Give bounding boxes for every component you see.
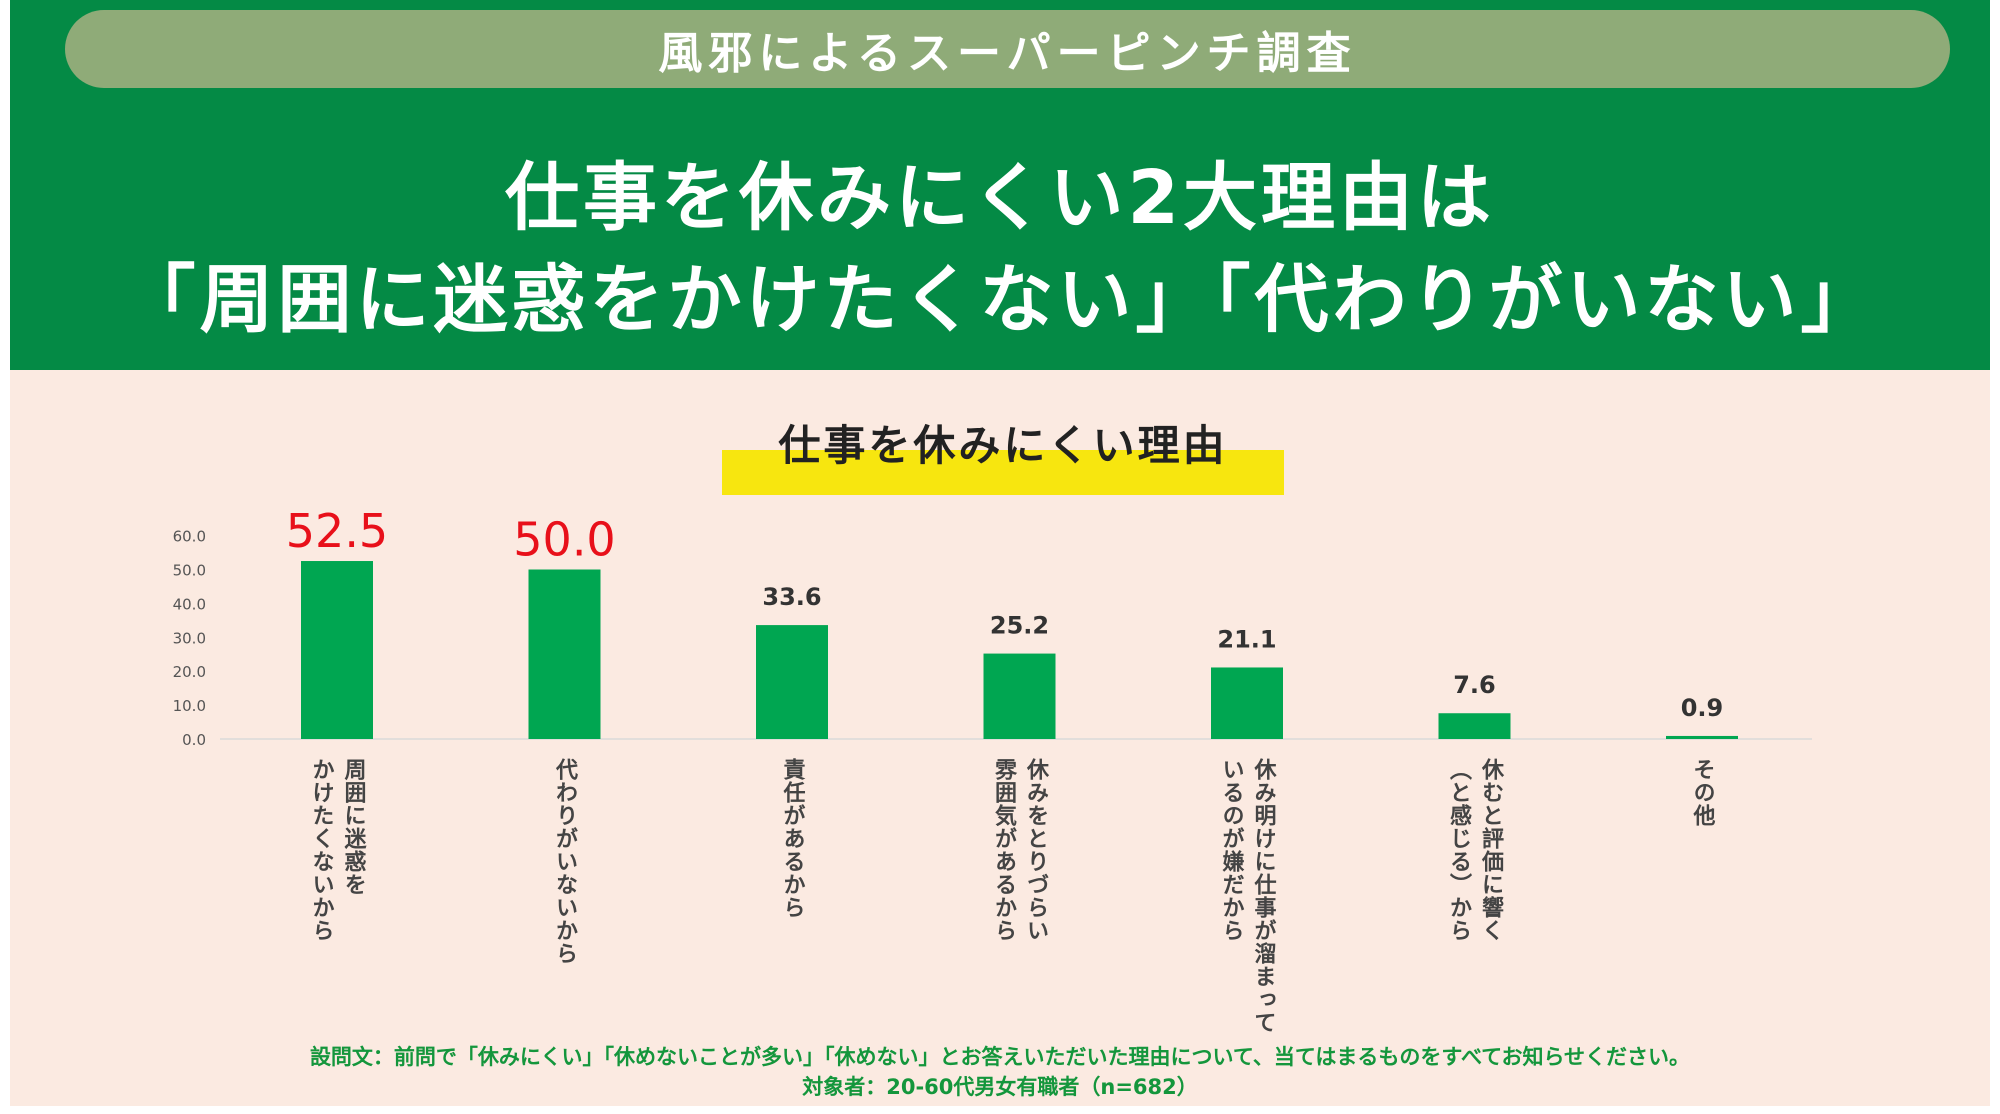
header-band: 風邪によるスーパーピンチ調査 仕事を休みにくい2大理由は 「周囲に迷惑をかけたく…	[10, 0, 1990, 370]
y-tick-label: 60.0	[173, 528, 206, 546]
category-label: 代わりがいないから	[552, 758, 579, 965]
y-tick-label: 40.0	[173, 595, 206, 613]
bar	[1438, 713, 1511, 739]
value-label: 7.6	[1453, 671, 1496, 699]
question-text: 設問文：前問で「休みにくい」「休めないことが多い」「休めない」とお答えいただいた…	[309, 1045, 1691, 1069]
bar	[528, 569, 601, 739]
chart-title-highlight	[722, 450, 1284, 495]
category-label: 休みをとりづらい	[1023, 758, 1050, 942]
value-label: 21.1	[1217, 625, 1276, 653]
bar	[983, 653, 1056, 739]
y-tick-label: 0.0	[182, 731, 206, 749]
respondents-text: 対象者：20-60代男女有職者（n=682）	[802, 1075, 1198, 1099]
y-tick-label: 10.0	[173, 697, 206, 715]
category-label: 責任があるから	[780, 758, 807, 919]
category-label: 雰囲気があるから	[991, 758, 1017, 942]
value-label: 33.6	[762, 583, 821, 611]
category-label: 休み明けに仕事が溜まって	[1251, 758, 1278, 1034]
y-tick-label: 20.0	[173, 663, 206, 681]
headline-line-1: 仕事を休みにくい2大理由は	[504, 155, 1495, 241]
headline-line-2: 「周囲に迷惑をかけたくない」「代わりがいない」	[121, 257, 1879, 343]
bar	[756, 625, 828, 739]
category-label: 休むと評価に響く	[1478, 758, 1505, 942]
y-tick-label: 50.0	[173, 562, 206, 580]
bar	[301, 561, 373, 739]
value-label: 50.0	[513, 513, 615, 567]
survey-banner: 風邪によるスーパーピンチ調査	[65, 10, 1950, 88]
category-label: 周囲に迷惑を	[341, 758, 368, 896]
category-label: かけたくないから	[309, 758, 334, 942]
category-label: いるのが嫌だから	[1219, 758, 1245, 942]
value-label: 0.9	[1681, 694, 1724, 722]
chart-title: 仕事を休みにくい理由	[778, 421, 1228, 470]
value-label: 52.5	[286, 504, 388, 558]
y-tick-label: 30.0	[173, 629, 206, 647]
category-label: その他	[1690, 758, 1717, 827]
bar	[1666, 735, 1738, 739]
survey-banner-text: 風邪によるスーパーピンチ調査	[658, 28, 1357, 79]
bar	[1211, 667, 1283, 739]
value-label: 25.2	[990, 612, 1049, 640]
category-label: （と感じる）から	[1446, 758, 1472, 942]
